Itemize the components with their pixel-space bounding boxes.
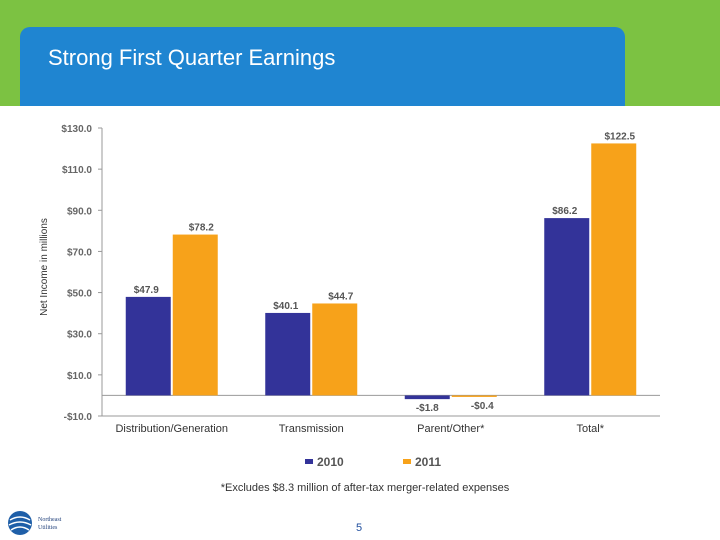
bar-2010-1 xyxy=(265,312,311,396)
title-panel: Strong First Quarter Earnings xyxy=(20,27,625,106)
bar-2010-3 xyxy=(544,218,590,396)
y-tick-label: $90.0 xyxy=(67,206,92,217)
bar-2011-0 xyxy=(172,234,218,396)
bar-2010-0 xyxy=(125,296,171,396)
data-label: $86.2 xyxy=(552,206,577,217)
bar-2010-2 xyxy=(404,395,450,400)
page-number: 5 xyxy=(356,522,363,534)
northeast-utilities-logo: Northeast Utilities xyxy=(8,511,62,535)
x-tick-label: Total* xyxy=(576,423,604,435)
logo-text-line-1: Northeast xyxy=(38,517,62,523)
footnote: *Excludes $8.3 million of after-tax merg… xyxy=(220,482,510,494)
data-label: $78.2 xyxy=(189,223,214,234)
y-tick-label: $10.0 xyxy=(67,371,92,382)
data-label: $47.9 xyxy=(134,285,159,296)
y-tick-label: $70.0 xyxy=(67,247,92,258)
y-tick-label: $30.0 xyxy=(67,330,92,341)
x-tick-label: Distribution/Generation xyxy=(115,423,228,435)
data-label: $40.1 xyxy=(273,301,298,312)
y-tick-label: $110.0 xyxy=(62,165,92,176)
bar-2011-2 xyxy=(451,395,497,397)
legend-label-2010: 2010 xyxy=(317,455,344,469)
data-label: -$0.4 xyxy=(471,401,494,412)
y-tick-label: $50.0 xyxy=(67,289,92,300)
legend-swatch-2011 xyxy=(403,459,411,464)
x-tick-label: Parent/Other* xyxy=(417,423,485,435)
data-label: -$1.8 xyxy=(416,403,439,414)
data-label: $122.5 xyxy=(604,131,635,142)
y-tick-label: -$10.0 xyxy=(64,412,93,423)
legend-swatch-2010 xyxy=(305,459,313,464)
data-label: $44.7 xyxy=(328,291,353,302)
y-tick-label: $130.0 xyxy=(61,124,92,135)
logo-text-line-2: Utilities xyxy=(38,525,58,531)
legend-label-2011: 2011 xyxy=(415,455,441,469)
bar-2011-3 xyxy=(591,143,637,396)
earnings-chart: Net Income in millions -$10.0 $10.0 $30.0 $5… xyxy=(39,124,660,469)
globe-icon xyxy=(8,511,32,535)
slide-title: Strong First Quarter Earnings xyxy=(48,45,336,70)
bar-2011-1 xyxy=(312,303,358,396)
y-axis-label: Net Income in millions xyxy=(39,218,50,316)
x-tick-label: Transmission xyxy=(279,423,344,435)
